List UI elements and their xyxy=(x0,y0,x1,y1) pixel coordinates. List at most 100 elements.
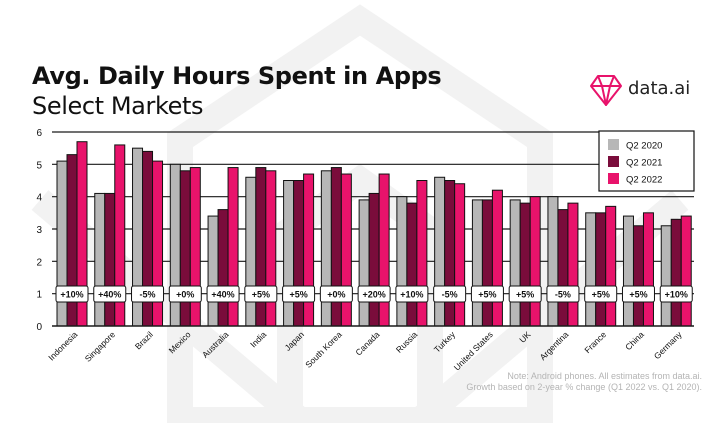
legend-label: Q2 2022 xyxy=(626,175,662,186)
growth-box xyxy=(55,285,89,303)
growth-label: -5% xyxy=(555,290,571,300)
bar xyxy=(529,196,541,327)
bar xyxy=(519,202,531,327)
footnote: Note: Android phones. All estimates from… xyxy=(466,371,702,393)
bar xyxy=(104,192,116,327)
bar xyxy=(632,225,644,327)
y-tick-label: 2 xyxy=(36,257,42,268)
bar xyxy=(567,202,579,327)
bar xyxy=(642,212,654,327)
bar xyxy=(547,196,559,327)
chart-subtitle: Select Markets xyxy=(32,92,204,120)
x-tick-label: Germany xyxy=(652,329,684,361)
legend-label: Q2 2021 xyxy=(626,158,662,169)
x-tick-label: Australia xyxy=(200,329,231,360)
legend-swatch xyxy=(608,156,619,167)
growth-box xyxy=(319,285,353,303)
growth-box xyxy=(93,285,127,303)
x-tick-label: Canada xyxy=(353,329,381,357)
bar xyxy=(481,199,493,327)
growth-label: +5% xyxy=(252,290,270,300)
bar xyxy=(585,212,597,327)
growth-label: +40% xyxy=(98,290,121,300)
growth-label: +20% xyxy=(362,290,385,300)
growth-label: +0% xyxy=(176,290,194,300)
x-tick-label: Turkey xyxy=(432,329,458,355)
bar xyxy=(660,225,672,327)
growth-label: +5% xyxy=(478,290,496,300)
bar xyxy=(265,170,277,327)
x-tick-label: Russia xyxy=(394,329,420,355)
growth-box xyxy=(131,285,165,303)
bar xyxy=(94,192,106,327)
growth-box xyxy=(584,285,618,303)
brand-logo: data.ai xyxy=(588,72,698,108)
x-tick-label: Singapore xyxy=(83,329,118,364)
growth-label: +0% xyxy=(327,290,345,300)
bar xyxy=(179,170,191,327)
growth-label: +10% xyxy=(665,290,688,300)
x-tick-label: UK xyxy=(517,329,533,345)
legend-label: Q2 2020 xyxy=(626,141,662,152)
growth-label: +10% xyxy=(400,290,423,300)
bar xyxy=(595,212,607,327)
x-tick-label: Mexico xyxy=(167,329,193,355)
growth-box xyxy=(470,285,504,303)
growth-box xyxy=(621,285,655,303)
growth-label: -5% xyxy=(442,290,458,300)
bar xyxy=(454,183,466,327)
growth-label: +10% xyxy=(60,290,83,300)
growth-box xyxy=(508,285,542,303)
chart-title: Avg. Daily Hours Spent in Apps xyxy=(32,62,442,90)
diamond-icon xyxy=(590,75,622,106)
growth-label: +5% xyxy=(592,290,610,300)
legend-swatch xyxy=(608,173,619,184)
growth-box xyxy=(357,285,391,303)
x-tick-label: France xyxy=(582,329,608,355)
x-tick-label: Indonesia xyxy=(46,329,79,362)
legend-swatch xyxy=(608,139,619,150)
bar xyxy=(509,199,521,327)
x-tick-label: South Korea xyxy=(303,329,344,370)
bar xyxy=(434,176,446,327)
bar xyxy=(680,215,692,327)
x-tick-label: Brazil xyxy=(133,329,155,351)
bar xyxy=(245,176,257,327)
growth-box xyxy=(168,285,202,303)
x-tick-label: Japan xyxy=(283,329,307,353)
growth-label: -5% xyxy=(140,290,156,300)
bar xyxy=(378,173,390,327)
growth-label: +5% xyxy=(289,290,307,300)
bar xyxy=(283,180,295,327)
growth-box xyxy=(206,285,240,303)
footnote-line-2: Growth based on 2-year % change (Q1 2022… xyxy=(466,382,702,392)
growth-box xyxy=(282,285,316,303)
bar xyxy=(622,215,634,327)
bar xyxy=(670,218,682,327)
x-tick-label: China xyxy=(623,329,646,352)
x-tick-label: United States xyxy=(452,329,495,372)
brand-name: data.ai xyxy=(628,78,691,99)
x-tick-label: Argentina xyxy=(538,329,571,362)
bar xyxy=(340,173,352,327)
growth-label: +5% xyxy=(516,290,534,300)
y-tick-label: 6 xyxy=(36,128,42,139)
bar xyxy=(406,202,418,327)
bar xyxy=(207,215,219,327)
bar xyxy=(471,199,483,327)
bar xyxy=(293,180,305,327)
growth-box xyxy=(395,285,429,303)
bar xyxy=(320,170,332,327)
bar xyxy=(491,189,503,327)
footnote-line-1: Note: Android phones. All estimates from… xyxy=(507,371,702,381)
y-tick-label: 3 xyxy=(36,225,42,236)
y-tick-label: 1 xyxy=(36,290,42,301)
growth-label: +5% xyxy=(629,290,647,300)
x-tick-label: India xyxy=(248,329,268,349)
bar xyxy=(358,199,370,327)
bar xyxy=(368,192,380,327)
bar xyxy=(303,173,315,327)
bar xyxy=(416,180,428,327)
y-tick-label: 5 xyxy=(36,160,42,171)
